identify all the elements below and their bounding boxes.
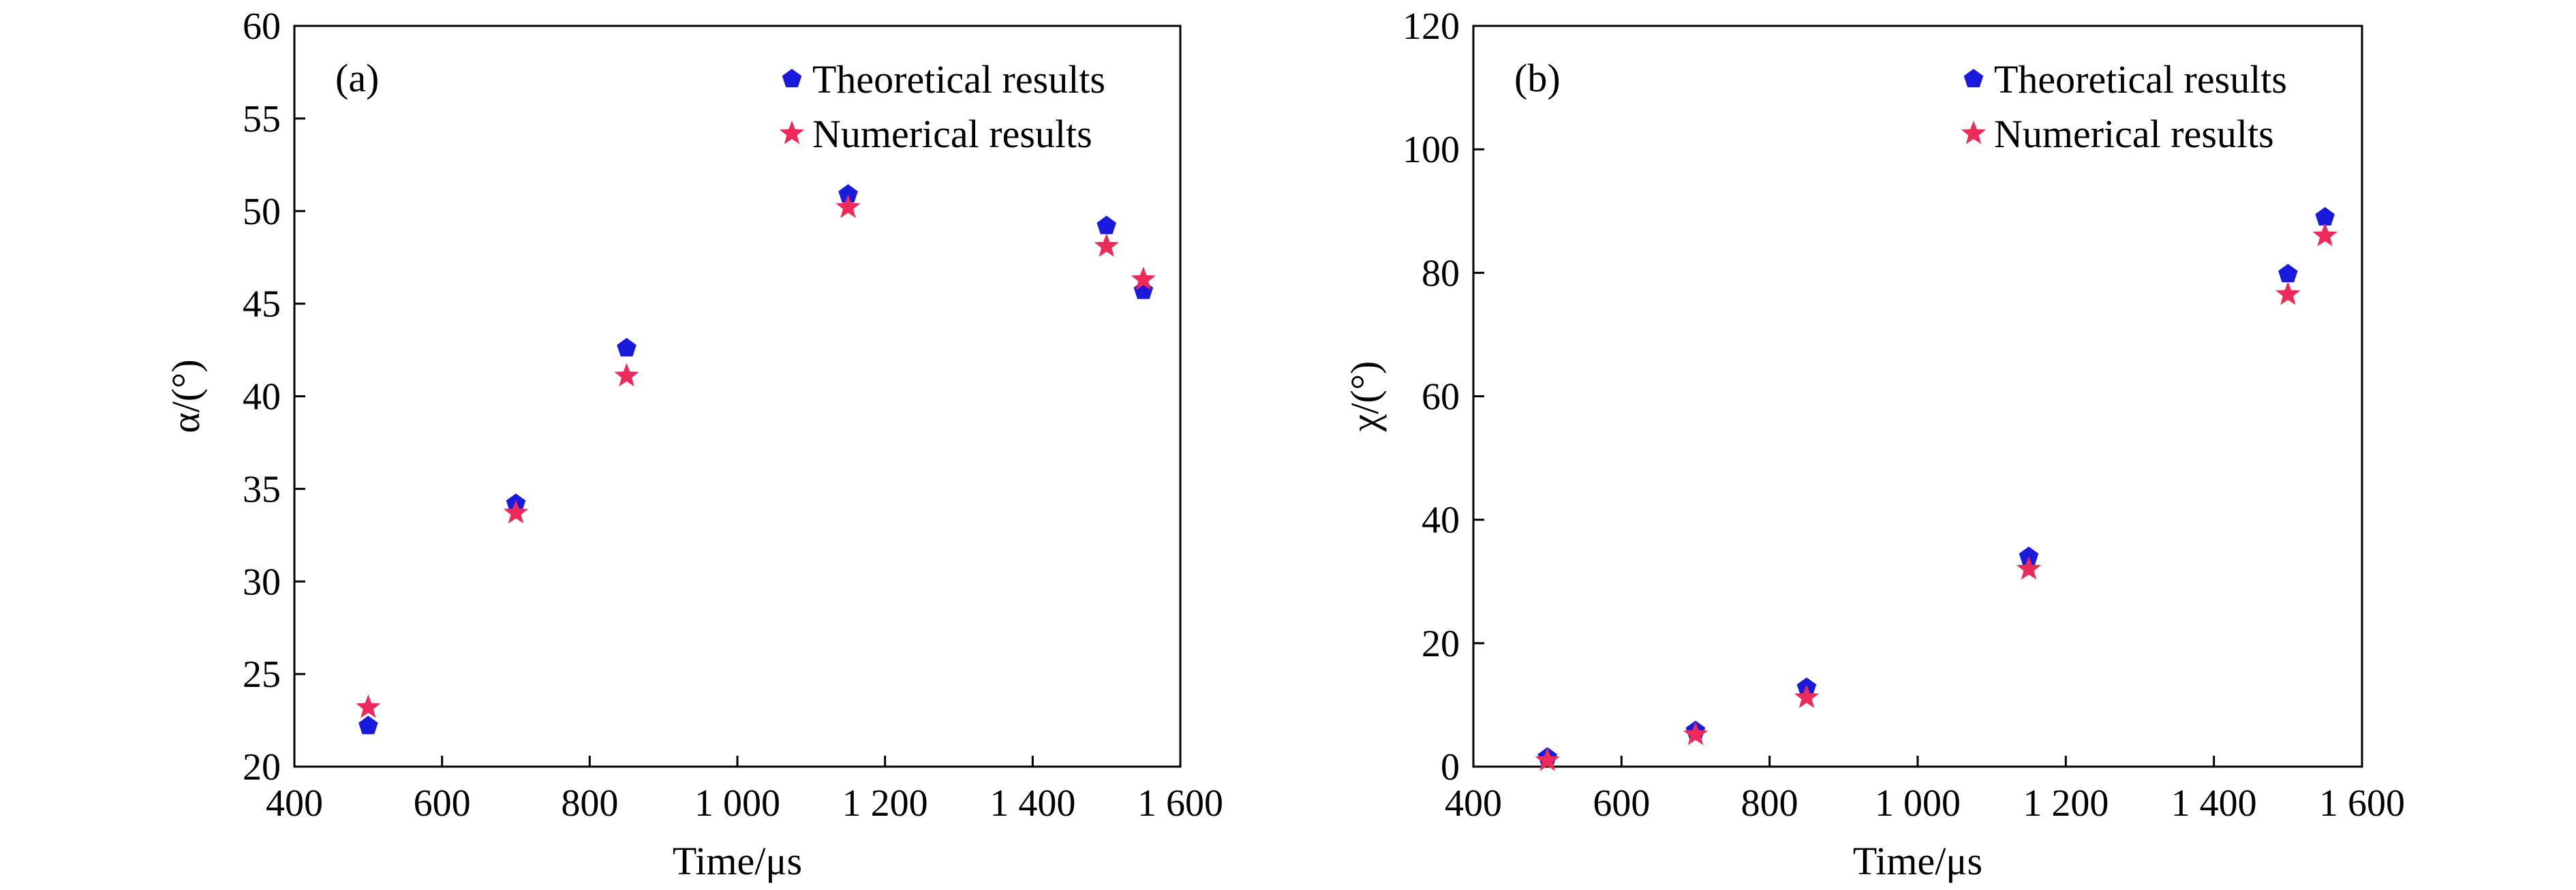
theoretical-point [1097,215,1116,234]
theoretical-point [838,184,858,203]
x-tick-label: 400 [1445,782,1502,825]
x-tick-label: 800 [561,782,618,825]
numerical-point [356,694,381,718]
legend-entry: Theoretical results [1963,57,2287,102]
x-tick-label: 600 [1593,782,1650,825]
numerical-point [1094,233,1119,257]
y-tick-label: 35 [243,468,281,510]
x-tick-label: 1 400 [2171,782,2257,825]
y-tick-label: 60 [1422,376,1460,418]
legend-marker-star [779,121,805,144]
y-tick-label: 80 [1422,252,1460,294]
numerical-point [1683,721,1708,746]
x-tick-label: 1 600 [2319,782,2405,825]
y-axis-label: χ/(°) [1343,361,1387,433]
theoretical-point [358,716,378,735]
legend-entry: Numerical results [779,112,1092,156]
y-tick-label: 40 [243,376,281,418]
legend-marker-star [1961,121,1987,144]
x-tick-label: 1 600 [1137,782,1223,825]
y-tick-label: 40 [1422,500,1460,542]
x-axis-label: Time/μs [673,839,802,883]
numerical-point [2275,281,2301,305]
numerical-point [614,363,639,386]
legend-label: Numerical results [1994,112,2274,156]
legend-marker-pentagon [782,69,802,88]
legend-label: Theoretical results [1994,57,2287,102]
x-tick-label: 1 000 [1875,782,1961,825]
x-tick-label: 1 000 [694,782,780,825]
y-tick-label: 20 [1422,623,1460,665]
numerical-point [2312,223,2337,247]
numerical-point [1794,684,1820,708]
y-tick-label: 50 [243,191,281,233]
y-tick-label: 30 [243,561,281,603]
theoretical-point [2315,206,2335,226]
legend-entry: Numerical results [1961,112,2274,156]
numerical-point [2016,556,2042,580]
legend-label: Numerical results [812,112,1092,156]
legend-marker-pentagon [1963,69,1984,88]
x-tick-label: 400 [266,782,323,825]
legend-label: Theoretical results [812,57,1105,102]
y-tick-label: 60 [243,5,281,48]
y-tick-label: 20 [243,746,281,788]
y-tick-label: 45 [243,283,281,326]
x-tick-label: 600 [414,782,471,825]
y-tick-label: 120 [1402,5,1460,48]
chart-panel-b: 400 600 800 1 000 1 200 1 400 1 600 0 20 40 60 80 10… [1343,5,2405,883]
x-tick-label: 800 [1741,782,1798,825]
x-tick-label: 1 200 [842,782,928,825]
theoretical-point [2019,547,2039,566]
legend-entry: Theoretical results [782,57,1105,102]
numerical-point [503,500,529,524]
y-tick-label: 55 [243,98,281,140]
y-axis-label: α/(°) [164,359,208,433]
y-tick-label: 0 [1441,746,1460,788]
numerical-point [1131,266,1156,290]
y-tick-label: 25 [243,654,281,696]
chart-panel-a: 400 600 800 1 000 1 200 1 400 1 600 20 25 30 35 40 4… [164,5,1223,883]
panel-label: (a) [335,56,379,100]
numerical-point [835,194,861,218]
theoretical-point [617,337,637,356]
numerical-point [1535,747,1560,771]
x-tick-label: 1 400 [990,782,1075,825]
x-axis-label: Time/μs [1853,839,1982,883]
theoretical-point [2278,264,2298,283]
panel-label: (b) [1514,56,1561,100]
y-tick-label: 100 [1402,129,1460,171]
x-tick-label: 1 200 [2023,782,2109,825]
